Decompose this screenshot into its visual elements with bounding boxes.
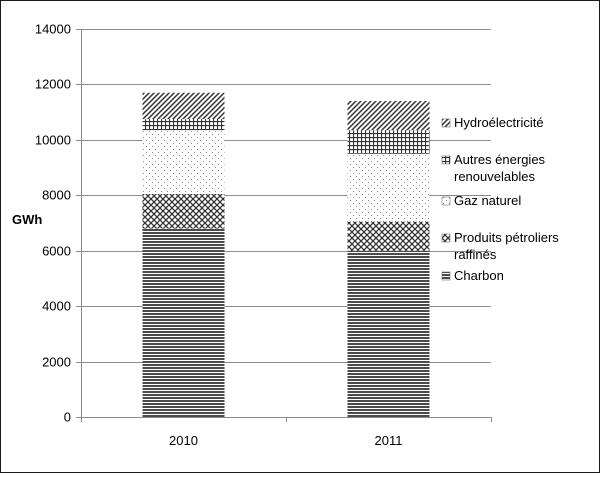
y-tick-label: 0 bbox=[64, 410, 71, 425]
legend-swatch bbox=[441, 271, 451, 281]
legend-swatch bbox=[441, 155, 451, 165]
legend-label: renouvelables bbox=[454, 169, 535, 184]
legend-label: Gaz naturel bbox=[454, 193, 521, 208]
y-tick-label: 4000 bbox=[42, 299, 71, 314]
tick-labels: 0 2000 4000 6000 8000 10000 12000 14000 2010 2011 bbox=[35, 22, 403, 449]
y-tick-label: 10000 bbox=[35, 133, 71, 148]
y-tick-label: 14000 bbox=[35, 22, 71, 37]
y-axis-label: GWh bbox=[12, 212, 42, 227]
x-tick-label: 2011 bbox=[375, 433, 403, 448]
bar-segment bbox=[142, 130, 225, 194]
bar-segment bbox=[347, 221, 430, 251]
legend-label: raffinés bbox=[454, 247, 497, 262]
legend-label: Produits pétroliers bbox=[454, 230, 559, 245]
legend: Hydroélectricité Autres énergies renouvela… bbox=[441, 115, 559, 283]
axes bbox=[76, 29, 492, 422]
bar-segment bbox=[142, 92, 225, 120]
y-tick-label: 6000 bbox=[42, 244, 71, 259]
bar-segment bbox=[347, 130, 430, 154]
y-tick-label: 12000 bbox=[35, 77, 71, 92]
bar-segment bbox=[142, 193, 225, 229]
legend-swatch bbox=[441, 233, 451, 243]
bar-segment bbox=[142, 228, 225, 417]
legend-label: Autres énergies bbox=[454, 152, 546, 167]
legend-label: Hydroélectricité bbox=[454, 115, 544, 130]
bar-segment bbox=[347, 250, 430, 417]
x-tick-label: 2010 bbox=[169, 433, 198, 448]
legend-label: Charbon bbox=[454, 268, 504, 283]
bar-segment bbox=[142, 119, 225, 131]
bars bbox=[142, 92, 430, 417]
y-tick-label: 2000 bbox=[42, 355, 71, 370]
bar-segment bbox=[347, 101, 430, 131]
y-tick-label: 8000 bbox=[42, 188, 71, 203]
bar-segment bbox=[347, 153, 430, 222]
legend-swatch bbox=[441, 118, 451, 128]
legend-swatch bbox=[441, 196, 451, 206]
